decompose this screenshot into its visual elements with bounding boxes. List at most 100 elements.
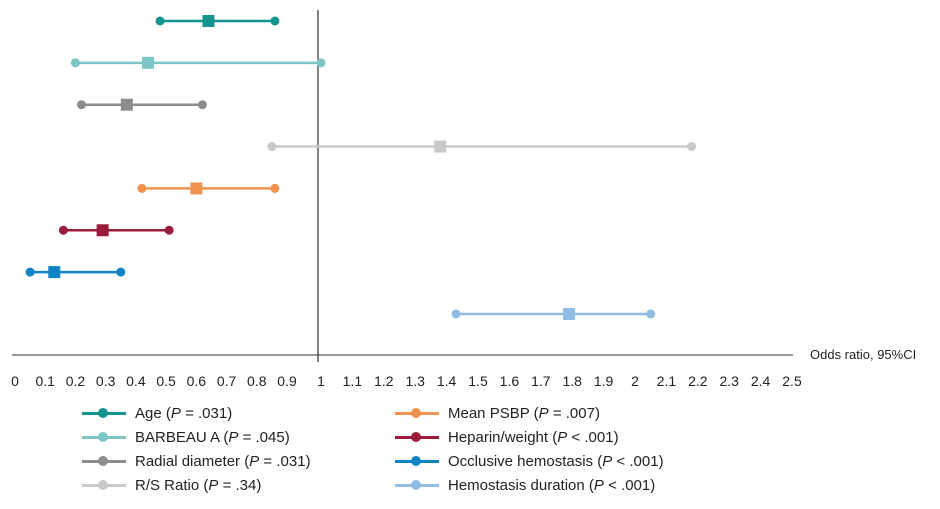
- odds-ratio-marker: [120, 98, 133, 111]
- ci-lower-point: [70, 58, 80, 68]
- x-tick-label: 1.2: [374, 373, 394, 389]
- legend-swatch: [82, 406, 126, 420]
- legend-series-name: Mean PSBP: [448, 404, 530, 422]
- x-tick-label: 0.4: [126, 373, 146, 389]
- ci-upper-point: [687, 142, 697, 152]
- x-tick-label: 1.4: [437, 373, 457, 389]
- legend-item: Occlusive hemostasis (P < .001): [395, 450, 664, 472]
- ci-row: [76, 98, 207, 111]
- ci-upper-point: [270, 183, 280, 193]
- x-tick-label: 1: [317, 373, 325, 389]
- ci-lower-point: [25, 267, 35, 277]
- legend-p-label: P: [228, 428, 239, 446]
- legend-item: Heparin/weight (P < .001): [395, 426, 619, 448]
- odds-ratio-marker: [190, 182, 203, 195]
- legend-p-value: .031: [276, 452, 306, 470]
- legend-p-label: P: [557, 428, 568, 446]
- legend: Age (P = .031) BARBEAU A (P = .045) Radial…: [82, 402, 842, 502]
- x-tick-label: 1.6: [500, 373, 520, 389]
- confidence-intervals: [25, 15, 697, 320]
- legend-series-name: Age: [135, 404, 162, 422]
- ci-lower-point: [451, 309, 461, 319]
- x-tick-label: 1.8: [562, 373, 582, 389]
- legend-p-value: .34: [235, 476, 257, 494]
- legend-p-label: P: [249, 452, 260, 470]
- x-tick-label: 2.1: [657, 373, 677, 389]
- legend-p-value: .001: [629, 452, 659, 470]
- ci-upper-point: [197, 100, 207, 110]
- ci-row: [267, 140, 697, 153]
- legend-label: Mean PSBP (P = .007): [448, 404, 600, 422]
- ci-row: [451, 307, 656, 320]
- legend-series-name: Radial diameter: [135, 452, 241, 470]
- ci-upper-point: [164, 225, 174, 235]
- legend-item: Age (P = .031): [82, 402, 232, 424]
- x-tick-label: 0.8: [247, 373, 267, 389]
- legend-swatch: [395, 406, 439, 420]
- legend-label: Occlusive hemostasis (P < .001): [448, 452, 664, 470]
- legend-p-relation: =: [242, 428, 252, 446]
- legend-p-label: P: [208, 476, 219, 494]
- legend-p-relation: <: [608, 476, 617, 494]
- x-tick-label: 1.9: [594, 373, 614, 389]
- x-tick-label: 1.7: [531, 373, 551, 389]
- ci-upper-point: [270, 16, 280, 26]
- legend-p-relation: =: [263, 452, 273, 470]
- legend-series-name: Hemostasis duration: [448, 476, 585, 494]
- ci-upper-point: [116, 267, 126, 277]
- legend-series-name: R/S Ratio: [135, 476, 200, 494]
- x-tick-label: 1.5: [468, 373, 488, 389]
- x-tick-label: 0.7: [217, 373, 237, 389]
- ci-row: [58, 224, 174, 237]
- x-axis-title: Odds ratio, 95%CI: [810, 347, 916, 362]
- odds-ratio-marker: [563, 307, 576, 320]
- legend-p-relation: <: [616, 452, 626, 470]
- x-tick-label: 2.3: [719, 373, 739, 389]
- forest-plot: 0 0.1 0.2 0.3 0.4 0.5 0.6 0.7 0.8 0.9 1 1.1 1.2 1.3 1.…: [11, 10, 916, 389]
- legend-item: Mean PSBP (P = .007): [395, 402, 600, 424]
- legend-label: R/S Ratio (P = .34): [135, 476, 262, 494]
- x-tick-label: 2: [631, 373, 639, 389]
- x-tick-label: 0.6: [187, 373, 207, 389]
- ci-lower-point: [137, 183, 147, 193]
- legend-p-label: P: [593, 476, 604, 494]
- ci-row: [155, 15, 280, 27]
- legend-swatch: [395, 430, 439, 444]
- legend-p-relation: =: [222, 476, 232, 494]
- legend-p-label: P: [538, 404, 549, 422]
- legend-p-relation: =: [552, 404, 562, 422]
- legend-label: BARBEAU A (P = .045): [135, 428, 290, 446]
- odds-ratio-marker: [48, 266, 61, 279]
- legend-swatch: [82, 430, 126, 444]
- x-tick-label: 0: [11, 373, 19, 389]
- legend-label: Hemostasis duration (P < .001): [448, 476, 656, 494]
- legend-p-value: .001: [621, 476, 651, 494]
- ci-row: [25, 266, 126, 279]
- odds-ratio-marker: [141, 56, 154, 69]
- legend-item: Radial diameter (P = .031): [82, 450, 311, 472]
- x-tick-label: 0.2: [66, 373, 86, 389]
- legend-item: Hemostasis duration (P < .001): [395, 474, 655, 496]
- legend-label: Radial diameter (P = .031): [135, 452, 311, 470]
- legend-series-name: Occlusive hemostasis: [448, 452, 594, 470]
- x-tick-label: 0.3: [96, 373, 116, 389]
- ci-row: [137, 182, 280, 195]
- ci-lower-point: [267, 142, 277, 152]
- odds-ratio-marker: [96, 224, 109, 237]
- ci-upper-point: [646, 309, 656, 319]
- legend-item: R/S Ratio (P = .34): [82, 474, 261, 496]
- odds-ratio-marker: [434, 140, 447, 153]
- legend-p-label: P: [602, 452, 613, 470]
- odds-ratio-marker: [202, 15, 215, 27]
- legend-swatch: [395, 478, 439, 492]
- legend-label: Age (P = .031): [135, 404, 233, 422]
- legend-swatch: [395, 454, 439, 468]
- x-tick-label: 1.1: [343, 373, 363, 389]
- legend-p-label: P: [170, 404, 181, 422]
- x-tick-label: 0.1: [35, 373, 55, 389]
- x-tick-label: 0.5: [156, 373, 176, 389]
- legend-p-value: .007: [565, 404, 595, 422]
- x-tick-label: 2.2: [688, 373, 708, 389]
- legend-series-name: BARBEAU A: [135, 428, 220, 446]
- legend-swatch: [82, 454, 126, 468]
